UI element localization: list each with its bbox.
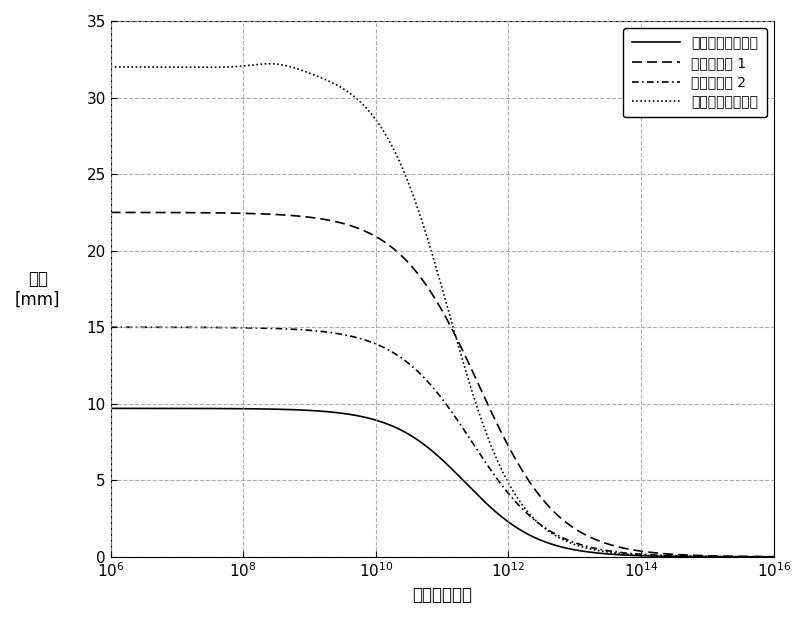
线性二次高斯控制 (769, 553, 779, 561)
确定性控制 2 (769, 553, 779, 561)
确定性控制 2 (181, 324, 191, 331)
线性二次高斯控制 (181, 405, 191, 412)
物理随机最优控制 (264, 60, 274, 67)
物理随机最优控制 (181, 64, 191, 71)
确定性控制 1 (181, 209, 191, 216)
X-axis label: 权矩阵系数比: 权矩阵系数比 (412, 586, 472, 604)
Y-axis label: 位移
[mm]: 位移 [mm] (15, 269, 60, 308)
物理随机最优控制 (360, 103, 370, 110)
确定性控制 1 (360, 227, 370, 235)
确定性控制 1 (388, 245, 398, 253)
确定性控制 2 (388, 349, 398, 357)
线性二次高斯控制 (684, 553, 694, 560)
确定性控制 2 (221, 324, 231, 331)
Line: 确定性控制 1: 确定性控制 1 (110, 212, 774, 556)
线性二次高斯控制 (388, 423, 398, 430)
物理随机最优控制 (106, 63, 115, 71)
Legend: 线性二次高斯控制, 确定性控制 1, 确定性控制 2, 物理随机最优控制: 线性二次高斯控制, 确定性控制 1, 确定性控制 2, 物理随机最优控制 (623, 28, 767, 117)
物理随机最优控制 (684, 553, 694, 560)
物理随机最优控制 (389, 146, 399, 154)
确定性控制 1 (769, 553, 779, 560)
确定性控制 1 (221, 209, 231, 217)
确定性控制 2 (360, 336, 370, 344)
确定性控制 2 (106, 324, 115, 331)
线性二次高斯控制 (756, 553, 766, 561)
Line: 确定性控制 2: 确定性控制 2 (110, 327, 774, 557)
物理随机最优控制 (221, 63, 231, 71)
确定性控制 1 (756, 553, 766, 560)
线性二次高斯控制 (360, 413, 370, 421)
确定性控制 2 (684, 552, 694, 560)
物理随机最优控制 (769, 553, 779, 561)
确定性控制 1 (106, 209, 115, 216)
Line: 线性二次高斯控制: 线性二次高斯控制 (110, 409, 774, 557)
确定性控制 2 (756, 553, 766, 560)
线性二次高斯控制 (221, 405, 231, 412)
确定性控制 1 (684, 552, 694, 559)
物理随机最优控制 (756, 553, 766, 561)
线性二次高斯控制 (106, 405, 115, 412)
Line: 物理随机最优控制: 物理随机最优控制 (110, 64, 774, 557)
